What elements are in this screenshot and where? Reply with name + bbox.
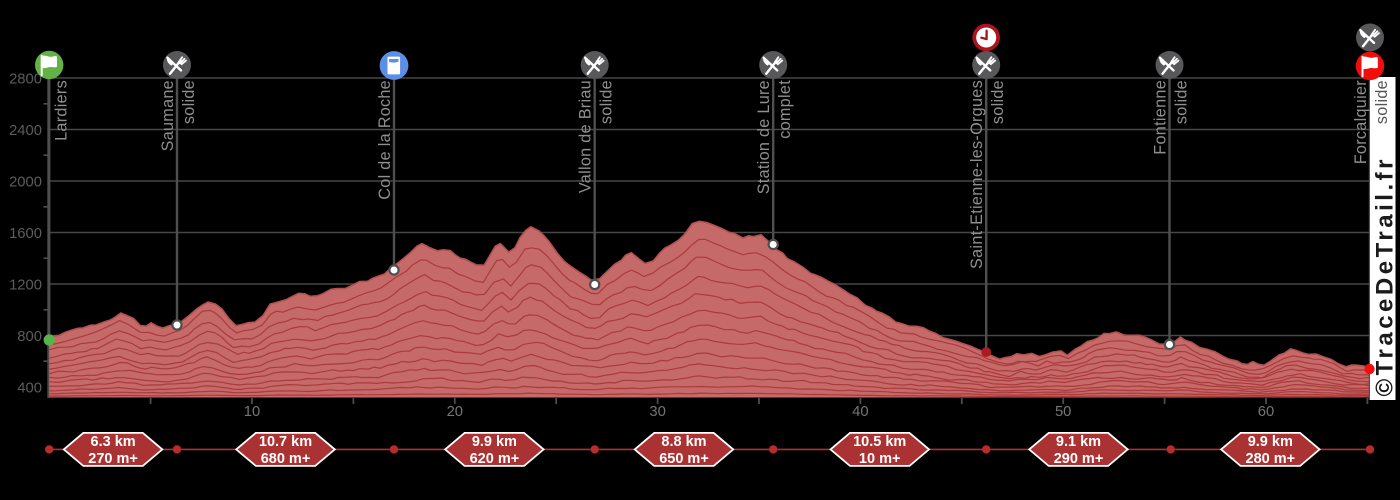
svg-text:10: 10 (244, 404, 260, 420)
svg-text:290 m+: 290 m+ (1054, 451, 1104, 467)
svg-text:Saint-Etienne-les-Orgues: Saint-Etienne-les-Orgues (968, 80, 986, 269)
svg-text:9.9 km: 9.9 km (472, 434, 517, 450)
svg-text:8.8 km: 8.8 km (661, 434, 706, 450)
svg-text:1200: 1200 (9, 278, 42, 294)
svg-text:Col de la Roche: Col de la Roche (376, 80, 394, 200)
svg-text:Forcalquier: Forcalquier (1352, 80, 1370, 165)
svg-text:2400: 2400 (9, 123, 42, 139)
svg-text:10 m+: 10 m+ (859, 451, 901, 467)
svg-text:2000: 2000 (9, 175, 42, 191)
svg-text:650 m+: 650 m+ (659, 451, 709, 467)
svg-text:1600: 1600 (9, 226, 42, 242)
svg-text:680 m+: 680 m+ (261, 451, 311, 467)
svg-text:solide: solide (1373, 80, 1391, 124)
svg-text:60: 60 (1258, 404, 1274, 420)
svg-text:solide: solide (989, 80, 1007, 124)
svg-text:complet: complet (776, 80, 794, 139)
svg-text:Fontienne: Fontienne (1152, 80, 1170, 155)
svg-text:10.7 km: 10.7 km (259, 434, 312, 450)
svg-text:20: 20 (447, 404, 463, 420)
svg-text:620 m+: 620 m+ (470, 451, 520, 467)
svg-text:9.1 km: 9.1 km (1056, 434, 1101, 450)
svg-text:270 m+: 270 m+ (88, 451, 138, 467)
svg-text:6.3 km: 6.3 km (91, 434, 136, 450)
svg-text:2800: 2800 (9, 72, 42, 88)
svg-text:Vallon de Briau: Vallon de Briau (577, 80, 595, 193)
svg-text:800: 800 (17, 329, 42, 345)
svg-text:Station de Lure: Station de Lure (755, 80, 773, 194)
svg-text:Saumane: Saumane (159, 80, 177, 151)
svg-text:280 m+: 280 m+ (1246, 451, 1296, 467)
svg-text:solide: solide (598, 80, 616, 124)
svg-text:solide: solide (180, 80, 198, 124)
svg-text:50: 50 (1055, 404, 1071, 420)
svg-text:solide: solide (1173, 80, 1191, 124)
svg-text:9.9 km: 9.9 km (1248, 434, 1293, 450)
svg-text:10.5 km: 10.5 km (853, 434, 906, 450)
svg-text:Lardiers: Lardiers (53, 80, 71, 141)
svg-text:400: 400 (17, 381, 42, 397)
svg-text:©TraceDeTrail.fr: ©TraceDeTrail.fr (1372, 156, 1399, 396)
svg-text:30: 30 (649, 404, 665, 420)
svg-text:40: 40 (852, 404, 868, 420)
